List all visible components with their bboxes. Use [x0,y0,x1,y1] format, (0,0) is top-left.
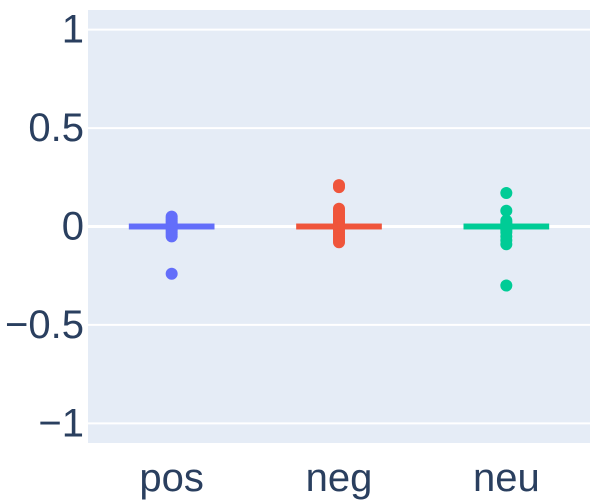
x-tick-label: pos [139,456,204,500]
y-tick-label: −0.5 [5,303,84,347]
x-axis-tick-labels: pos neg neu [139,456,539,500]
outlier-point [165,267,178,280]
box-series [128,179,550,292]
outlier-point [333,181,345,194]
y-tick-label: 0 [62,205,84,249]
outlier-point [165,230,178,243]
box-pos [128,210,215,280]
outlier-point [500,238,513,251]
y-tick-label: 0.5 [28,106,84,150]
y-tick-label: −1 [38,401,84,445]
y-tick-label: 1 [62,8,84,52]
outlier-point [500,279,513,292]
outlier-point [500,187,513,200]
outlier-point [333,236,345,249]
y-axis-tick-labels: 1 0.5 0 −0.5 −1 [5,8,84,446]
box-neg [296,179,382,249]
outlier-point [500,204,513,217]
x-tick-label: neg [306,456,373,500]
x-tick-label: neu [473,456,540,500]
box-neu [463,187,550,292]
